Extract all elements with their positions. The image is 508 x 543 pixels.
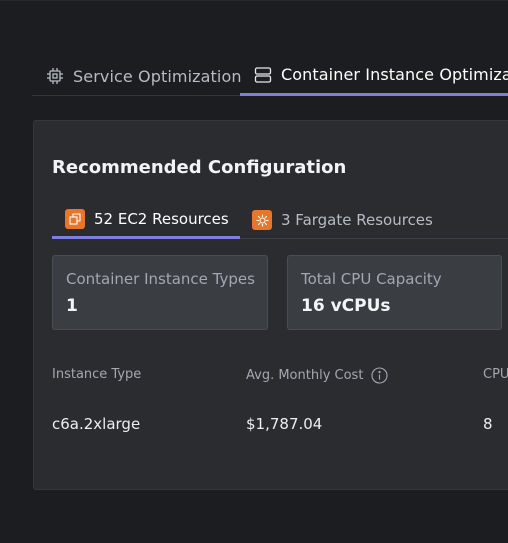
- column-header-label: Avg. Monthly Cost: [246, 368, 364, 383]
- tab-service-optimization[interactable]: Service Optimization: [46, 56, 242, 96]
- tab-label: 52 EC2 Resources: [94, 209, 229, 228]
- tab-fargate-resources[interactable]: 3 Fargate Resources: [252, 201, 433, 239]
- tab-container-instance-optimization[interactable]: Container Instance Optimization: [240, 56, 508, 96]
- cell-cpu: 8: [483, 415, 493, 433]
- stat-container-instance-types: Container Instance Types 1: [52, 255, 268, 330]
- stat-value: 1: [66, 296, 78, 316]
- card-title: Recommended Configuration: [52, 157, 347, 178]
- fargate-icon: [252, 210, 272, 230]
- stat-value: 16 vCPUs: [301, 296, 391, 316]
- column-header-avg-monthly-cost: Avg. Monthly Cost: [246, 367, 388, 384]
- top-border: [0, 0, 508, 1]
- column-header-instance-type: Instance Type: [52, 367, 142, 382]
- column-header-cpu: CPU: [483, 367, 508, 382]
- server-stack-icon: [254, 66, 272, 84]
- tab-label: Container Instance Optimization: [281, 65, 508, 84]
- chip-icon: [46, 67, 64, 85]
- resource-tabs: 52 EC2 Resources 3 Fargate Resources: [52, 201, 508, 239]
- cell-avg-monthly-cost: $1,787.04: [246, 415, 323, 433]
- main-tabs: Service Optimization Container Instance …: [32, 56, 508, 96]
- stat-label: Total CPU Capacity: [301, 270, 442, 288]
- stat-total-cpu-capacity: Total CPU Capacity 16 vCPUs: [287, 255, 502, 330]
- recommended-configuration-card: Recommended Configuration 52 EC2 Resourc…: [33, 120, 508, 490]
- tab-label: Service Optimization: [73, 66, 242, 86]
- stat-label: Container Instance Types: [66, 270, 255, 288]
- tab-label: 3 Fargate Resources: [281, 211, 433, 229]
- tab-ec2-resources[interactable]: 52 EC2 Resources: [52, 201, 240, 239]
- info-icon[interactable]: [371, 367, 388, 384]
- ec2-icon: [65, 208, 85, 229]
- cell-instance-type: c6a.2xlarge: [52, 415, 141, 433]
